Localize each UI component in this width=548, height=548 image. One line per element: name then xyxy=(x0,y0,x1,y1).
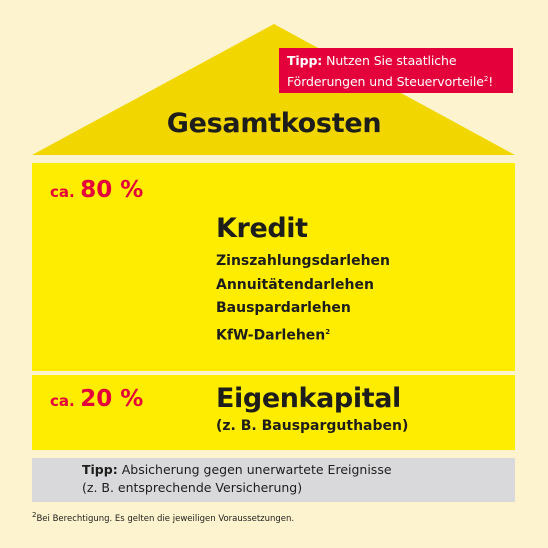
tip-badge-suffix: ! xyxy=(488,74,494,90)
kfw-footnote-ref: 2 xyxy=(325,327,331,336)
tip-badge-footnote-ref: 2 xyxy=(483,75,489,83)
credit-pct-prefix: ca. xyxy=(50,183,75,201)
credit-items-list: Zinszahlungsdarlehen Annuitätendarlehen … xyxy=(216,250,390,348)
roof-shape xyxy=(32,24,515,155)
tip-bar-insurance: Tipp: Absicherung gegen unerwartete Erei… xyxy=(32,458,515,502)
list-item: Annuitätendarlehen xyxy=(216,276,374,293)
footnote-text: Bei Berechtigung. Es gelten die jeweilig… xyxy=(36,513,295,524)
tip-bar-label: Tipp: xyxy=(82,462,118,477)
credit-heading: Kredit xyxy=(216,213,308,244)
list-item: KfW-Darlehen2 xyxy=(216,327,331,344)
roof-triangle xyxy=(32,24,515,155)
equity-pct-value: 20 % xyxy=(80,386,144,412)
equity-pct-prefix: ca. xyxy=(50,392,75,410)
equity-block: ca. 20 % Eigenkapital (z. B. Bausparguth… xyxy=(32,375,515,450)
tip-bar-line2: (z. B. entsprechende Versicherung) xyxy=(82,480,303,495)
tip-badge-line1: Nutzen Sie staatliche xyxy=(326,53,457,68)
equity-percentage: ca. 20 % xyxy=(50,386,143,412)
list-item: Bauspardarlehen xyxy=(216,300,351,316)
credit-pct-value: 80 % xyxy=(80,177,144,203)
roof-title: Gesamtkosten xyxy=(166,108,382,139)
equity-subtitle: (z. B. Bausparguthaben) xyxy=(216,418,409,434)
equity-heading: Eigenkapital xyxy=(216,383,401,414)
tip-badge-label: Tipp: xyxy=(287,53,323,68)
tip-badge-subsidies: Tipp: Nutzen Sie staatliche Förderungen … xyxy=(279,48,513,93)
footnote-marker: 2 xyxy=(32,511,37,519)
footnote: 2Bei Berechtigung. Es gelten die jeweili… xyxy=(32,511,294,524)
tip-badge-line2: Förderungen und Steuervorteile xyxy=(287,74,484,90)
credit-block: ca. 80 % Kredit Zinszahlungsdarlehen Ann… xyxy=(32,163,515,371)
list-item: Zinszahlungsdarlehen xyxy=(216,253,390,269)
credit-percentage: ca. 80 % xyxy=(50,177,143,203)
tip-bar-line1: Absicherung gegen unerwartete Ereignisse xyxy=(121,462,392,477)
